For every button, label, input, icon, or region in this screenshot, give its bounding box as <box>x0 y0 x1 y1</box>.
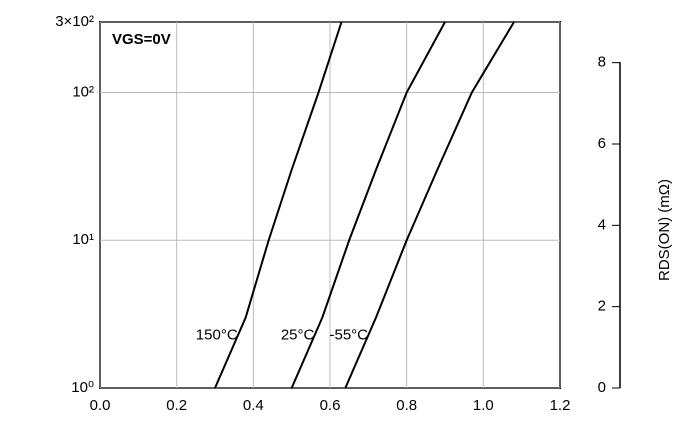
y2-tick-label: 0 <box>598 379 606 396</box>
y-tick-label: 10¹ <box>72 231 94 248</box>
y-tick-label: 10⁰ <box>71 379 94 396</box>
y2-tick-label: 2 <box>598 298 606 315</box>
y2-tick-label: 8 <box>598 54 606 71</box>
y2-tick-label: 4 <box>598 216 606 233</box>
series-label: 25°C <box>281 326 315 343</box>
chart: VGS=0V RDS(ON) (mΩ) 10⁰ 10¹ 10² 3×10² 0.0 0.2… <box>0 0 685 437</box>
x-tick-label: 0.2 <box>166 397 187 414</box>
x-tick-label: 0.8 <box>396 397 417 414</box>
y-tick-label: 10² <box>72 83 94 100</box>
x-tick-label: 0.6 <box>320 397 341 414</box>
x-tick-label: 0.0 <box>90 397 111 414</box>
background <box>0 0 685 437</box>
annotation: VGS=0V <box>112 31 171 48</box>
series-label: 150°C <box>196 326 238 343</box>
x-tick-label: 1.0 <box>473 397 494 414</box>
y2-axis-label: RDS(ON) (mΩ) <box>656 179 673 281</box>
y-tick-label: 3×10² <box>55 13 94 30</box>
x-tick-label: 0.4 <box>243 397 264 414</box>
x-tick-label: 1.2 <box>550 397 571 414</box>
y2-tick-label: 6 <box>598 135 606 152</box>
series-label: -55°C <box>329 326 368 343</box>
